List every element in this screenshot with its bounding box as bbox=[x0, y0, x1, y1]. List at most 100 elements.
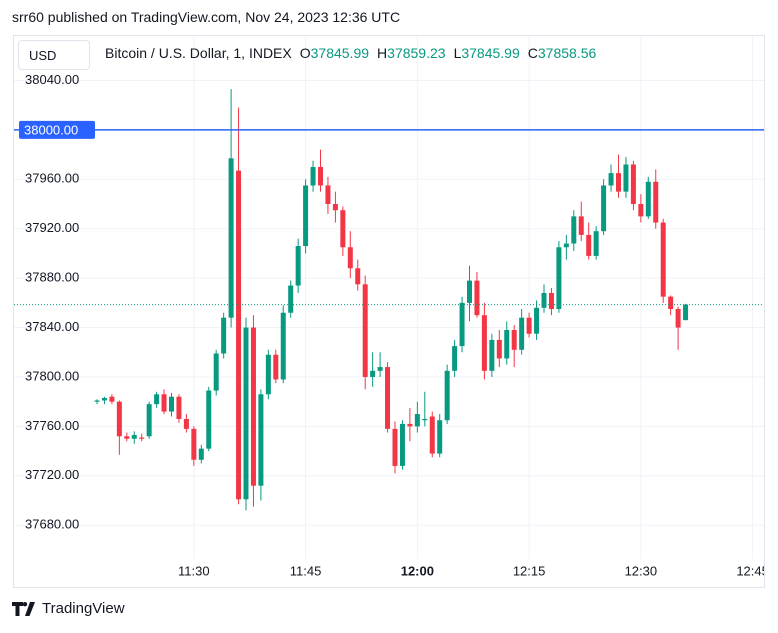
candle-body bbox=[467, 280, 472, 303]
candle-body bbox=[325, 185, 331, 205]
y-tick-label: 37800.00 bbox=[25, 368, 79, 383]
candle-body bbox=[176, 396, 182, 419]
candle-body bbox=[280, 312, 286, 380]
candle-body bbox=[243, 327, 249, 500]
candle-body bbox=[407, 423, 413, 427]
logo bbox=[12, 601, 35, 616]
candle-body bbox=[258, 394, 264, 486]
candle-body bbox=[318, 166, 323, 186]
candle-body bbox=[437, 420, 443, 454]
candle-body bbox=[370, 370, 376, 377]
candle-body bbox=[221, 317, 227, 354]
y-tick-label: 37960.00 bbox=[25, 171, 79, 186]
candle-body bbox=[429, 416, 435, 454]
candle-body bbox=[616, 173, 621, 192]
candle-body bbox=[94, 400, 100, 402]
price-line-label: 38000.00 bbox=[24, 122, 78, 137]
x-tick-label: 12:30 bbox=[625, 563, 658, 578]
legend-title: Bitcoin / U.S. Dollar, 1, INDEX bbox=[105, 45, 292, 61]
candle-body bbox=[295, 246, 301, 286]
candle-body bbox=[206, 390, 212, 449]
candle-body bbox=[131, 435, 137, 439]
currency-button[interactable]: USD bbox=[18, 40, 90, 70]
candle-body bbox=[146, 404, 152, 437]
candle-body bbox=[459, 302, 465, 347]
candle-body bbox=[563, 243, 569, 248]
candle-body bbox=[183, 418, 189, 429]
candle-body bbox=[288, 285, 294, 313]
chart-frame bbox=[13, 35, 765, 588]
candle-body bbox=[571, 216, 577, 244]
candle-body bbox=[377, 367, 383, 371]
candle-body bbox=[213, 353, 219, 391]
candle-body bbox=[236, 170, 242, 500]
y-tick-label: 37920.00 bbox=[25, 220, 79, 235]
candle-body bbox=[653, 181, 659, 223]
x-tick-label: 11:45 bbox=[290, 563, 322, 578]
candle-body bbox=[139, 437, 145, 439]
ohlc-label: H bbox=[377, 45, 388, 61]
candle-body bbox=[534, 307, 540, 334]
candle-body bbox=[541, 292, 547, 308]
candle-body bbox=[347, 247, 353, 269]
ohlc-value: 37859.23 bbox=[387, 45, 446, 61]
candle-body bbox=[109, 396, 115, 402]
candle-body bbox=[303, 185, 309, 247]
candle-body bbox=[273, 354, 279, 380]
candle-body bbox=[250, 327, 256, 486]
candle-body bbox=[228, 158, 234, 318]
ohlc-label: O bbox=[299, 45, 311, 61]
candle-body bbox=[660, 222, 666, 297]
candle-body bbox=[496, 339, 502, 359]
candle-body bbox=[645, 181, 651, 217]
candle-body bbox=[668, 296, 674, 310]
candle-body bbox=[422, 418, 428, 421]
y-tick-label: 37760.00 bbox=[25, 418, 79, 433]
candle-body bbox=[362, 284, 368, 377]
candle-body bbox=[191, 428, 197, 460]
candle-body bbox=[444, 370, 450, 421]
legend: Bitcoin / U.S. Dollar, 1, INDEX O37845.99… bbox=[105, 45, 645, 61]
candle-body bbox=[526, 317, 532, 334]
candle-body bbox=[340, 210, 346, 248]
candle-body bbox=[452, 346, 458, 371]
candle-body bbox=[504, 330, 510, 359]
candle-body bbox=[392, 428, 398, 466]
x-tick-label: 12:45 bbox=[736, 563, 769, 578]
candle-body bbox=[675, 309, 681, 328]
ohlc-label: C bbox=[527, 45, 538, 61]
candle-body bbox=[593, 231, 599, 256]
candle-body bbox=[101, 397, 107, 401]
candle-body bbox=[489, 339, 495, 371]
ohlc-value: 37845.99 bbox=[461, 45, 520, 61]
candle-body bbox=[385, 367, 391, 429]
footer: TradingView bbox=[12, 600, 125, 617]
candle-body bbox=[124, 436, 130, 439]
y-tick-label: 37840.00 bbox=[25, 319, 79, 334]
candle-body bbox=[116, 401, 122, 437]
candle-body bbox=[474, 280, 480, 316]
y-tick-label: 38040.00 bbox=[25, 72, 79, 87]
candle-body bbox=[511, 330, 517, 350]
plot-area: 11:30 11:45 12:00 12:15 12:30 12:45 bbox=[14, 36, 769, 578]
candle-body bbox=[683, 304, 689, 321]
candle-body bbox=[154, 394, 160, 405]
candle-body bbox=[548, 292, 554, 310]
ohlc-value: 37845.99 bbox=[310, 45, 370, 61]
candle-body bbox=[332, 204, 338, 211]
candle-body bbox=[638, 204, 644, 217]
y-tick-label: 37880.00 bbox=[25, 270, 79, 285]
x-tick-label: 12:15 bbox=[513, 563, 546, 578]
candle-body bbox=[161, 394, 167, 412]
x-tick-label: 11:30 bbox=[178, 563, 210, 578]
candle-body bbox=[310, 166, 316, 186]
footer-brand: TradingView bbox=[42, 600, 125, 617]
candle-body bbox=[169, 396, 174, 412]
candle-body bbox=[399, 423, 405, 466]
candle-body bbox=[578, 216, 584, 235]
ohlc-value: 37858.56 bbox=[537, 45, 597, 61]
candle-body bbox=[630, 164, 636, 205]
candle-body bbox=[414, 414, 420, 427]
